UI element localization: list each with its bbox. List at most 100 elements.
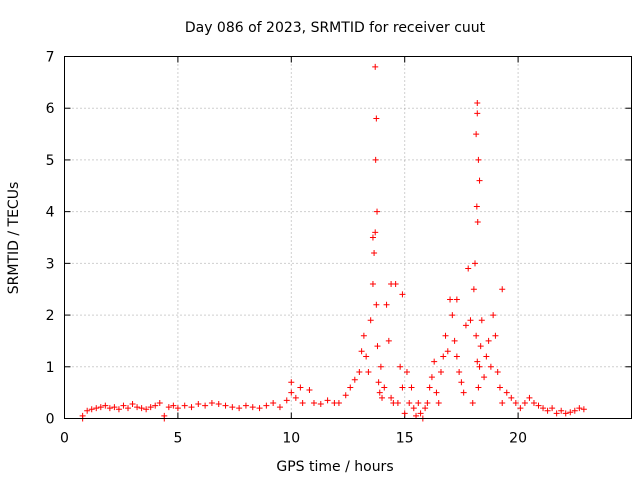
data-point (377, 363, 384, 370)
data-point (558, 407, 565, 414)
data-point (388, 394, 395, 401)
data-point (351, 376, 358, 383)
data-point (381, 384, 388, 391)
y-tick-label: 4 (46, 205, 55, 221)
data-point (478, 317, 485, 324)
data-point (174, 405, 181, 412)
data-point (401, 410, 408, 417)
data-point (310, 399, 317, 406)
data-point (433, 389, 440, 396)
data-point (496, 384, 503, 391)
chart-title: Day 086 of 2023, SRMTID for receiver cuu… (185, 20, 486, 36)
data-point (170, 402, 177, 409)
data-point (472, 260, 479, 267)
data-point (358, 348, 365, 355)
data-point (324, 397, 331, 404)
data-point (475, 384, 482, 391)
data-point (571, 407, 578, 414)
data-point (367, 317, 374, 324)
data-point (437, 368, 444, 375)
x-tick-label: 10 (282, 431, 300, 447)
data-point (540, 405, 547, 412)
data-point (188, 404, 195, 411)
data-point (363, 353, 370, 360)
data-point (97, 404, 104, 411)
data-point (208, 399, 215, 406)
data-point (521, 399, 528, 406)
data-point (79, 412, 86, 419)
data-point (373, 115, 380, 122)
data-point (292, 394, 299, 401)
data-point (383, 301, 390, 308)
data-point (451, 337, 458, 344)
data-point (156, 399, 163, 406)
x-axis-label: GPS time / hours (276, 459, 393, 475)
data-point (283, 397, 290, 404)
data-point (202, 402, 209, 409)
data-point (236, 405, 243, 412)
data-point (526, 394, 533, 401)
data-point (469, 399, 476, 406)
data-point (394, 399, 401, 406)
data-point (347, 384, 354, 391)
data-point (408, 384, 415, 391)
data-point (426, 384, 433, 391)
data-point (317, 401, 324, 408)
data-point (535, 402, 542, 409)
data-point (456, 368, 463, 375)
data-point (477, 343, 484, 350)
data-point (447, 296, 454, 303)
data-point (399, 291, 406, 298)
data-point (335, 399, 342, 406)
data-point (371, 250, 378, 257)
data-point (517, 405, 524, 412)
y-tick-label: 3 (46, 256, 55, 272)
data-point (388, 281, 395, 288)
data-point (369, 234, 376, 241)
data-point (476, 177, 483, 184)
data-point (249, 404, 256, 411)
data-point (475, 156, 482, 163)
data-point (111, 404, 118, 411)
data-point (147, 404, 154, 411)
data-point (403, 368, 410, 375)
data-point (549, 405, 556, 412)
data-point (490, 312, 497, 319)
data-point (288, 389, 295, 396)
data-point (494, 368, 501, 375)
data-point (562, 410, 569, 417)
data-point (503, 389, 510, 396)
data-point (374, 208, 381, 215)
data-point (138, 405, 145, 412)
data-point (473, 131, 480, 138)
data-point (499, 399, 506, 406)
plot-frame (64, 56, 632, 419)
data-point (449, 312, 456, 319)
data-point (467, 317, 474, 324)
data-point (473, 332, 480, 339)
data-point (161, 412, 168, 419)
data-point (222, 402, 229, 409)
data-point (372, 63, 379, 70)
data-point (474, 110, 481, 117)
data-point (120, 402, 127, 409)
y-tick-labels: 0 1 2 3 4 5 6 7 (46, 50, 55, 428)
data-point (374, 343, 381, 350)
data-point (88, 406, 95, 413)
data-point (508, 394, 515, 401)
data-point (195, 401, 202, 408)
data-point (406, 399, 413, 406)
data-point (165, 404, 172, 411)
data-points (79, 63, 587, 422)
data-point (415, 399, 422, 406)
data-point (431, 358, 438, 365)
data-point (84, 407, 91, 414)
data-point (483, 353, 490, 360)
data-point (422, 405, 429, 412)
y-tick-label: 7 (46, 50, 55, 66)
data-point (276, 404, 283, 411)
data-point (444, 348, 451, 355)
data-point (553, 410, 560, 417)
data-point (476, 363, 483, 370)
x-tick-label: 0 (60, 431, 69, 447)
